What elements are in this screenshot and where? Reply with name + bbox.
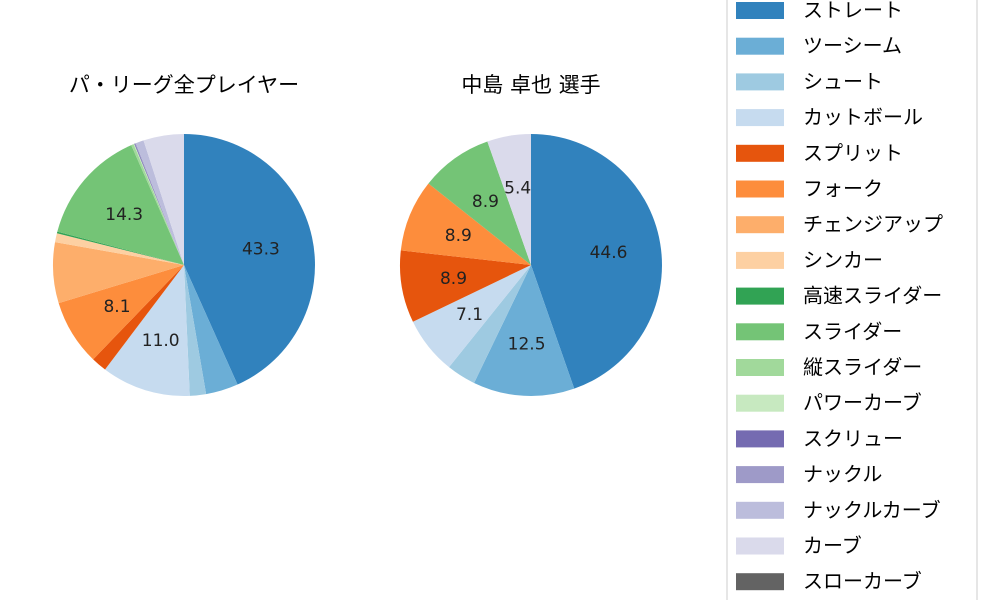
pie-slice-1-5 xyxy=(400,183,531,265)
pie-slice-0-11 xyxy=(133,143,184,265)
legend-swatch-2 xyxy=(736,73,784,91)
pie-slice-1-0 xyxy=(531,134,662,389)
pie-slice-0-6 xyxy=(52,242,185,304)
pie-slice-0-5 xyxy=(58,265,184,360)
pie-slice-0-1 xyxy=(184,265,238,395)
slice-label-0-5: 8.1 xyxy=(103,297,130,317)
legend-swatch-14 xyxy=(736,501,784,519)
legend-swatch-16 xyxy=(736,573,784,591)
legend-label-8: 高速スライダー xyxy=(803,284,942,308)
slice-label-1-5: 8.9 xyxy=(445,226,472,246)
pie-slice-0-9 xyxy=(57,145,184,265)
pie-slice-1-4 xyxy=(400,250,531,322)
legend-swatch-4 xyxy=(736,144,784,162)
slice-label-0-9: 14.3 xyxy=(105,205,143,225)
legend-label-6: チェンジアップ xyxy=(803,212,943,236)
slice-label-0-3: 11.0 xyxy=(142,331,180,351)
legend-label-5: フォーク xyxy=(803,177,883,201)
pie-slice-0-2 xyxy=(184,265,207,396)
legend-swatch-11 xyxy=(736,394,784,412)
slice-label-1-1: 12.5 xyxy=(508,335,546,355)
pie-slice-1-6 xyxy=(428,141,531,265)
pie-slice-0-8 xyxy=(56,231,184,265)
slice-label-1-3: 7.1 xyxy=(456,305,483,325)
legend-label-10: 縦スライダー xyxy=(803,355,922,379)
pie-slice-0-14 xyxy=(135,140,184,265)
legend-label-12: スクリュー xyxy=(803,426,903,450)
slice-label-1-0: 44.6 xyxy=(590,243,628,263)
legend-label-13: ナックル xyxy=(803,462,882,486)
legend-swatch-6 xyxy=(736,216,784,234)
pie-slice-0-15 xyxy=(143,134,184,265)
pie-slice-0-13 xyxy=(135,143,184,265)
pie-slice-1-1 xyxy=(474,265,575,396)
pie-slice-0-10 xyxy=(131,144,184,265)
legend-swatch-1 xyxy=(736,37,784,55)
legend-label-9: スライダー xyxy=(803,319,902,343)
legend-label-7: シンカー xyxy=(803,248,883,272)
legend-label-0: ストレート xyxy=(803,0,903,22)
slice-label-1-4: 8.9 xyxy=(440,269,467,289)
legend-swatch-15 xyxy=(736,537,784,555)
pie-slice-0-4 xyxy=(93,265,184,370)
legend-swatch-7 xyxy=(736,251,784,269)
slice-label-1-7: 5.4 xyxy=(504,179,531,199)
legend-label-16: スローカーブ xyxy=(803,569,922,593)
chart-title-league: パ・リーグ全プレイヤー xyxy=(69,73,299,97)
pie-slice-0-7 xyxy=(55,233,184,265)
legend-swatch-9 xyxy=(736,323,784,341)
pie-league: 43.3 11.0 8.1 14.3 xyxy=(52,134,315,396)
slice-label-1-6: 8.9 xyxy=(472,192,499,212)
legend-swatch-13 xyxy=(736,466,784,484)
legend-swatch-5 xyxy=(736,180,784,198)
pie-slice-0-3 xyxy=(105,265,190,396)
legend-swatch-8 xyxy=(736,287,784,305)
legend-label-11: パワーカーブ xyxy=(803,391,922,415)
pie-player: 44.612.57.18.98.98.95.4 xyxy=(400,134,662,396)
slice-label-0-0: 43.3 xyxy=(242,240,280,260)
legend-swatch-0 xyxy=(736,2,784,19)
legend-label-4: スプリット xyxy=(803,141,903,165)
legend-swatch-12 xyxy=(736,430,784,448)
legend-swatch-10 xyxy=(736,359,784,376)
pie-slice-0-12 xyxy=(134,143,184,265)
legend: ストレートツーシームシュートカットボールスプリットフォークチェンジアップシンカー… xyxy=(726,0,978,600)
pie-slice-1-3 xyxy=(412,265,531,368)
pie-slice-1-7 xyxy=(487,134,531,265)
pie-slice-1-2 xyxy=(449,265,531,383)
chart-title-player: 中島 卓也 選手 xyxy=(461,73,600,97)
legend-swatch-3 xyxy=(736,109,784,127)
legend-label-2: シュート xyxy=(803,69,883,93)
legend-label-15: カーブ xyxy=(803,534,862,558)
legend-label-14: ナックルカーブ xyxy=(803,498,941,522)
legend-label-3: カットボール xyxy=(803,105,923,129)
pie-slice-0-0 xyxy=(184,134,315,385)
legend-label-1: ツーシーム xyxy=(803,34,902,58)
